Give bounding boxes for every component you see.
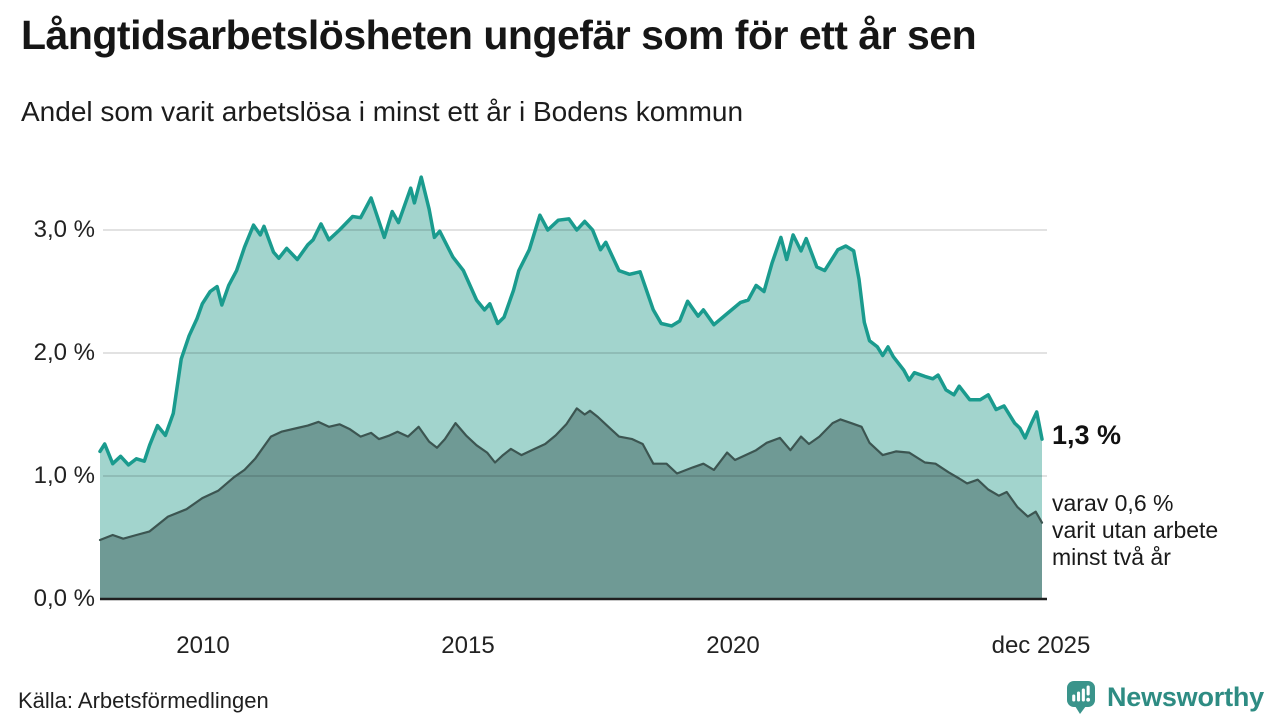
- note-line-2: varit utan arbete: [1052, 517, 1219, 543]
- y-axis-tick-1: 1,0 %: [33, 462, 95, 489]
- y-axis-tick-2: 2,0 %: [33, 339, 95, 366]
- latest-value-label: 1,3 %: [1052, 420, 1122, 450]
- note-line-1: varav 0,6 %: [1052, 490, 1174, 516]
- series-line-minst-tva-ar: [98, 407, 1044, 542]
- series-line-minst-ett-ar: [98, 175, 1044, 467]
- newsworthy-bubble-chart-icon: [1066, 681, 1095, 714]
- x-axis-tick-2010: 2010: [176, 632, 230, 659]
- newsworthy-logo: Newsworthy: [1066, 680, 1264, 715]
- area-fill-minst-tva-ar: [100, 408, 1042, 599]
- latest-value-note: varav 0,6 % varit utan arbete minst två …: [1052, 490, 1218, 571]
- chart-subtitle: Andel som varit arbetslösa i minst ett å…: [21, 96, 744, 127]
- newsworthy-wordmark: Newsworthy: [1106, 682, 1264, 712]
- x-axis-tick-2020: 2020: [706, 632, 760, 659]
- x-axis-tick-2015: 2015: [441, 632, 495, 659]
- note-line-3: minst två år: [1052, 544, 1171, 570]
- x-axis-tick-dec-2025: dec 2025: [991, 632, 1091, 659]
- y-axis-tick-0: 0,0 %: [33, 585, 95, 612]
- source-credit: Källa: Arbetsförmedlingen: [18, 688, 269, 713]
- page-title: Långtidsarbetslösheten ungefär som för e…: [21, 12, 977, 58]
- y-axis-tick-3: 3,0 %: [33, 216, 95, 243]
